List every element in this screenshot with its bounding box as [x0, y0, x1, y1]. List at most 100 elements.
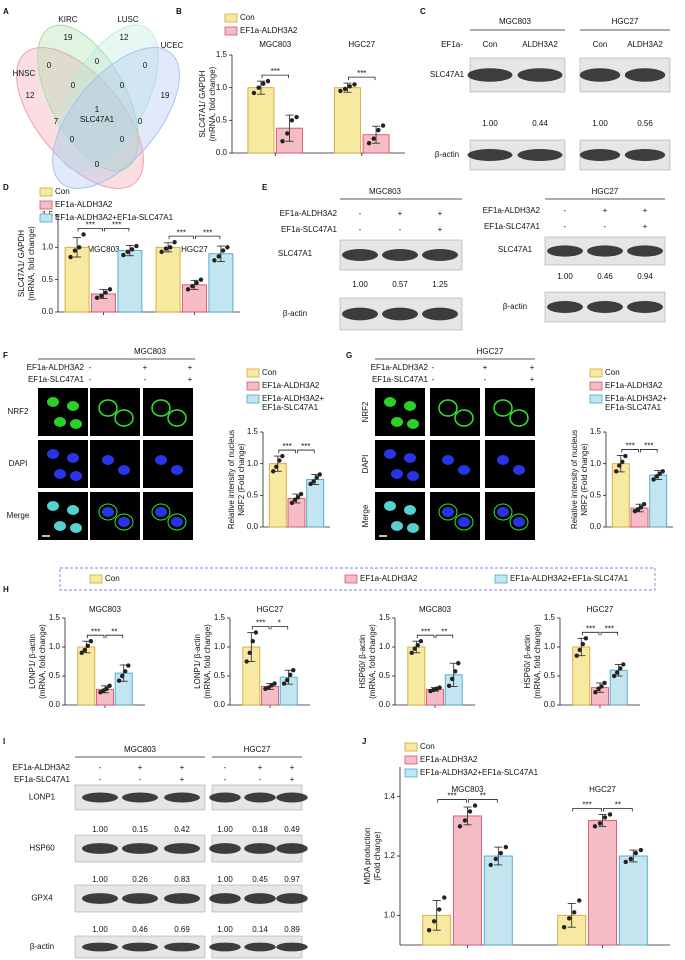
data-point: [68, 254, 73, 260]
data-point: [168, 245, 173, 250]
data-point: [574, 653, 579, 658]
category-label: HGC27: [348, 40, 375, 49]
data-point: [266, 685, 271, 690]
significance-bracket: [195, 235, 221, 240]
data-point: [85, 643, 91, 649]
legend-label: EF1a-ALDH3A2: [55, 200, 113, 209]
significance-label: ***: [301, 442, 310, 451]
condition-sign: +: [530, 375, 535, 384]
condition-label: EF1a-ALDH3A2: [13, 763, 71, 772]
cell: [114, 513, 134, 531]
data-point: [250, 639, 256, 644]
blot-row-label: HSP60: [29, 844, 55, 853]
data-point: [338, 88, 343, 94]
cell: [404, 505, 416, 515]
significance-bracket: [77, 228, 103, 232]
data-point: [437, 685, 442, 690]
image-group: MGC803: [134, 347, 167, 356]
condition-label: EF1a-ALDH3A2: [27, 363, 85, 372]
significance-label: ***: [625, 442, 634, 451]
cell: [497, 507, 509, 517]
data-point: [462, 818, 468, 823]
data-point: [446, 683, 452, 689]
blot-band: [276, 893, 308, 904]
data-point: [256, 85, 261, 90]
blot-band: [164, 843, 200, 854]
lane-label: ALDH3A2: [522, 40, 558, 49]
condition-sign: -: [564, 206, 567, 215]
legend-label: Con: [262, 368, 277, 377]
lane-prefix: EF1a-: [441, 40, 463, 49]
cell: [102, 507, 114, 517]
blot-band: [82, 843, 118, 854]
condition-sign: +: [643, 222, 648, 231]
panel-letter: D: [3, 183, 9, 192]
data-point: [82, 647, 87, 653]
cell: [171, 465, 183, 475]
data-point: [638, 847, 644, 853]
legend-swatch: [404, 768, 418, 778]
data-point: [614, 469, 619, 474]
image-row-label: NRF2: [361, 401, 370, 422]
significance-bracket: [251, 626, 270, 630]
cell: [407, 523, 419, 533]
venn-set-label: UCEC: [161, 41, 184, 50]
y-tick-label: 0.0: [216, 148, 228, 157]
data-point: [212, 258, 217, 263]
condition-sign: -: [89, 363, 92, 372]
data-point: [163, 246, 169, 251]
bar: [611, 463, 630, 528]
panel-letter: E: [262, 183, 268, 192]
data-point: [577, 647, 582, 653]
data-point: [272, 681, 277, 686]
micrograph: [485, 492, 535, 540]
quant-label: 1.00: [592, 119, 608, 128]
venn-gene: SLC47A1: [80, 115, 115, 124]
blot-band: [276, 792, 308, 803]
data-point: [123, 669, 128, 674]
cell: [493, 503, 513, 521]
legend-label: Con: [55, 187, 70, 196]
data-point: [453, 669, 458, 674]
cell: [54, 469, 66, 479]
data-point: [126, 663, 131, 668]
data-point: [611, 673, 617, 679]
legend-swatch: [246, 368, 260, 378]
micrograph: [375, 492, 425, 540]
y-tick-label: 1.5: [216, 50, 228, 59]
data-point: [457, 824, 463, 829]
blot-band: [244, 942, 276, 952]
quant-label: 1.00: [557, 272, 573, 281]
blot-band: [547, 245, 583, 257]
data-point: [597, 821, 603, 826]
data-point: [347, 84, 352, 89]
y-tick-label: 0.5: [590, 490, 602, 499]
blot-band: [209, 893, 241, 904]
data-point: [289, 118, 295, 123]
data-point: [493, 856, 498, 862]
cell: [404, 453, 416, 463]
blot-band: [342, 249, 378, 261]
blot-band: [467, 68, 513, 82]
blot-band: [624, 149, 666, 161]
condition-sign: -: [89, 375, 92, 384]
condition-sign: +: [188, 363, 193, 372]
quant-label: 1.00: [92, 825, 108, 834]
y-tick-label: 0.5: [379, 671, 391, 680]
data-point: [657, 471, 662, 476]
panel-letter: B: [176, 7, 182, 16]
data-point: [418, 639, 424, 644]
data-point: [472, 803, 478, 808]
venn-count: 12: [26, 91, 35, 100]
condition-sign: +: [290, 763, 295, 772]
condition-sign: +: [438, 225, 443, 234]
data-point: [129, 247, 135, 252]
y-tick-label: 1.0: [214, 642, 226, 651]
blot-band: [122, 893, 158, 904]
data-point: [81, 232, 86, 237]
y-axis-label: MDA production: [363, 828, 372, 885]
cell: [493, 399, 513, 417]
significance-bracket: [86, 634, 105, 639]
category-label: MGC803: [89, 605, 122, 614]
data-point: [623, 859, 628, 865]
